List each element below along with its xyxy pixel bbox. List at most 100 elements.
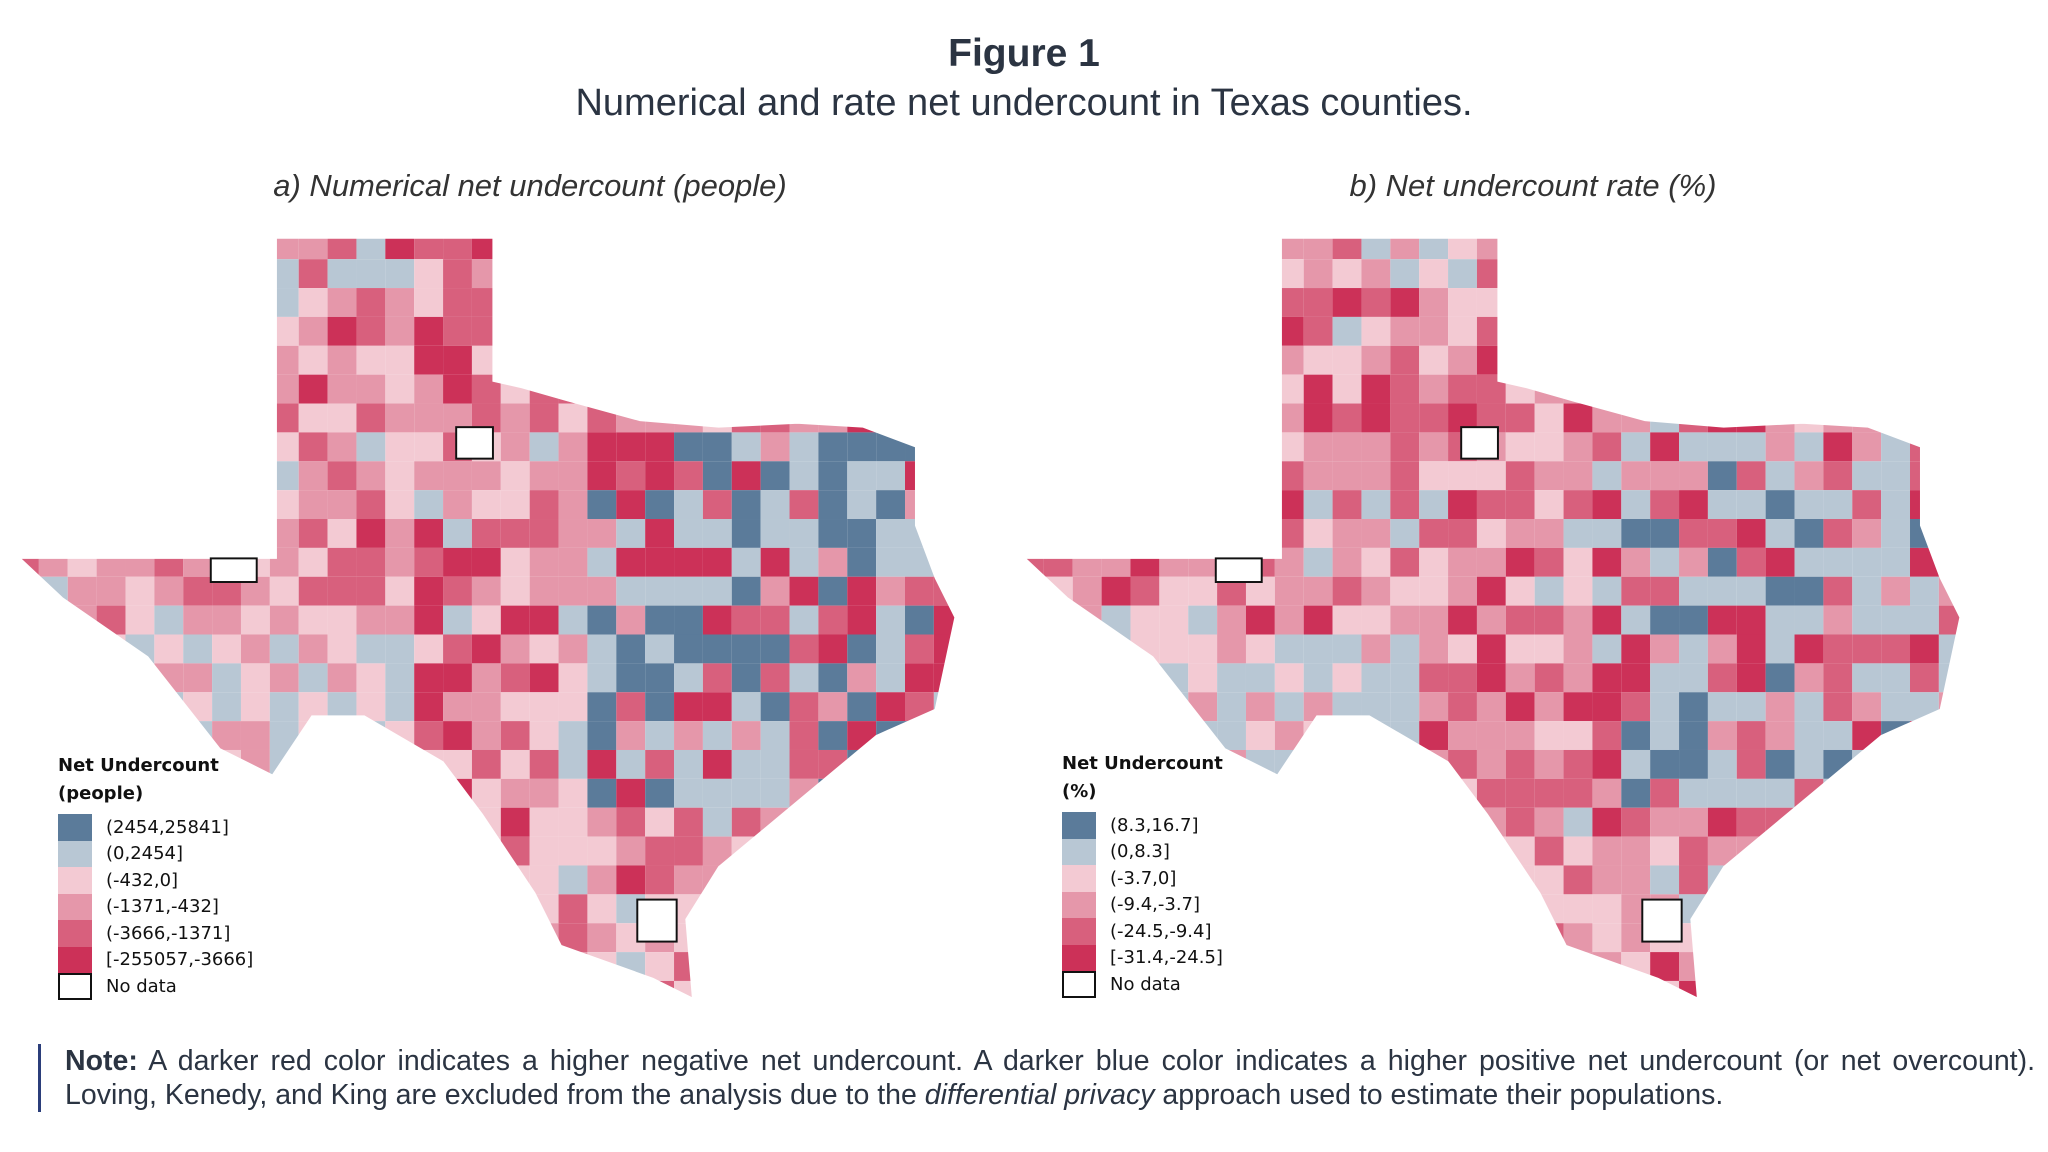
county [876,634,906,664]
county [1910,952,1939,981]
county [1881,374,1911,404]
county [1794,721,1824,750]
county [183,316,213,346]
county [1938,807,1960,837]
county [414,288,444,317]
county [1361,778,1391,808]
county [1419,692,1449,722]
legend-swatch-no-data [1062,971,1096,998]
county [1823,403,1853,433]
county [616,865,646,895]
county [1476,259,1506,289]
county [789,836,819,866]
county [443,238,472,260]
county [1736,749,1766,779]
county [818,461,848,491]
county [1881,576,1911,606]
county [1823,663,1853,693]
county [558,576,588,606]
county [789,238,819,260]
county [1823,836,1853,866]
county [1476,605,1506,635]
county [327,894,357,924]
county [818,807,848,837]
county [1563,259,1593,289]
county [443,547,472,577]
county [443,345,472,375]
county [1476,663,1506,693]
county [1910,576,1939,606]
state-outline [1024,237,1961,999]
county [1505,663,1535,693]
county [356,663,386,693]
county [587,634,617,664]
county [39,1010,68,1018]
county-no-data [636,898,678,943]
county [1938,952,1960,981]
county [298,980,328,999]
county [1025,461,1044,491]
county [183,547,213,577]
county [760,576,790,606]
county [1245,894,1275,924]
county [1621,238,1651,260]
county [1448,519,1477,548]
county [414,663,444,693]
county [702,923,732,953]
county [1333,1010,1362,1018]
county [847,519,877,548]
county [1563,547,1593,577]
county [38,288,68,317]
county [1188,374,1218,404]
county [240,345,270,375]
county [1621,288,1651,317]
county [674,490,703,520]
county [269,692,299,722]
county [616,749,646,779]
county [645,836,675,866]
county [1217,634,1246,664]
county [558,923,588,953]
county [789,778,819,808]
county [20,432,39,462]
county [1217,692,1246,722]
county [1448,894,1477,924]
county [1303,461,1333,491]
county [1765,749,1795,779]
county [1592,432,1622,462]
county [963,663,968,692]
county [471,749,501,779]
county [269,403,299,433]
county [789,432,819,462]
county [558,547,588,577]
county [125,663,155,693]
county [1025,288,1044,317]
county [529,778,559,808]
county [1419,980,1449,999]
county [905,836,934,866]
county [1390,721,1420,750]
county [1188,663,1218,693]
county [1274,663,1304,693]
county [645,634,675,664]
county [789,605,819,635]
legend-item: (-3666,-1371] [58,920,253,947]
county [1650,316,1680,346]
county [674,238,703,260]
county [933,721,955,750]
county [1650,238,1680,260]
county [1621,461,1651,491]
county [500,259,530,289]
county [1448,952,1477,981]
county [1025,576,1044,606]
county [674,634,703,664]
county [731,980,761,999]
county [587,432,617,462]
county [1332,836,1362,866]
county [731,288,761,317]
county [1823,259,1853,289]
county [1765,345,1795,375]
county [96,519,126,548]
legend-item-no-data: No data [58,973,253,1000]
county [1592,778,1622,808]
